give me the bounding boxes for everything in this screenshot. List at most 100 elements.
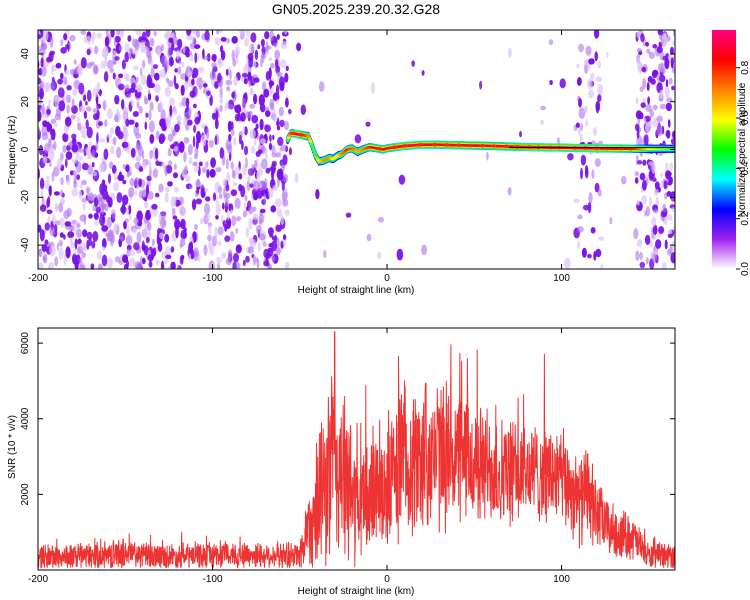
heatmap-noise-cell: [639, 86, 644, 92]
heatmap-x-tick-label: 100: [553, 273, 570, 284]
heatmap-noise-cell: [74, 238, 78, 250]
heatmap-noise-cell: [160, 217, 167, 229]
heatmap-noise-cell: [183, 137, 190, 144]
heatmap-noise-cell: [106, 257, 114, 269]
heatmap-noise-cell: [180, 73, 186, 80]
heatmap-noise-cell: [269, 98, 275, 108]
heatmap-noise-cell: [103, 71, 109, 83]
heatmap-noise-cell: [260, 38, 265, 47]
heatmap-noise-cell: [92, 231, 99, 242]
heatmap-noise-cell: [224, 197, 229, 207]
heatmap-noise-cell: [58, 202, 64, 213]
heatmap-noise-cell: [56, 158, 63, 169]
heatmap-noise-cell: [669, 246, 673, 255]
heatmap-noise-cell: [220, 37, 227, 42]
heatmap-noise-cell: [233, 104, 241, 111]
heatmap-noise-cell: [124, 218, 129, 223]
heatmap-noise-cell: [587, 78, 593, 90]
heatmap-noise-cell: [276, 247, 281, 256]
heatmap-noise-cell: [411, 60, 416, 67]
heatmap-noise-cell: [159, 232, 164, 239]
heatmap-noise-cell: [284, 30, 288, 35]
heatmap-noise-cell: [647, 96, 650, 105]
heatmap-noise-cell: [590, 227, 596, 234]
heatmap-noise-cell: [233, 252, 239, 263]
heatmap-noise-cell: [88, 237, 92, 246]
heatmap-noise-cell: [113, 39, 117, 47]
heatmap-noise-cell: [248, 218, 253, 230]
heatmap-noise-cell: [285, 97, 289, 108]
heatmap-peak-cell: [418, 143, 424, 147]
heatmap-noise-cell: [268, 56, 273, 62]
heatmap-noise-cell: [636, 31, 641, 39]
heatmap-noise-cell: [670, 57, 674, 69]
heatmap-noise-cell: [134, 161, 142, 170]
heatmap-noise-cell: [206, 169, 210, 179]
heatmap-noise-cell: [154, 147, 159, 160]
heatmap-noise-cell: [660, 172, 663, 178]
heatmap-noise-cell: [207, 234, 212, 242]
heatmap-noise-cell: [41, 65, 47, 77]
heatmap-noise-cell: [244, 37, 249, 47]
heatmap-noise-cell: [217, 226, 224, 236]
heatmap-noise-cell: [138, 178, 143, 188]
heatmap-noise-cell: [666, 171, 672, 177]
heatmap-noise-cell: [585, 119, 588, 128]
heatmap-noise-cell: [179, 48, 183, 54]
heatmap-noise-cell: [134, 190, 138, 196]
heatmap-noise-cell: [639, 251, 643, 260]
heatmap-noise-cell: [128, 187, 135, 198]
heatmap-peak-cell: [480, 143, 486, 148]
heatmap-noise-cell: [245, 227, 250, 238]
heatmap-noise-cell: [173, 75, 177, 87]
heatmap-noise-cell: [72, 170, 77, 176]
heatmap-noise-cell: [315, 189, 320, 200]
heatmap-noise-cell: [218, 30, 223, 33]
heatmap-noise-cell: [231, 129, 235, 136]
heatmap-peak-cell: [391, 145, 397, 150]
heatmap-noise-cell: [188, 105, 193, 117]
heatmap-noise-cell: [97, 250, 102, 261]
snr-series-line: [38, 331, 675, 569]
heatmap-noise-cell: [174, 83, 179, 90]
heatmap-noise-cell: [145, 236, 150, 244]
heatmap-noise-cell: [163, 32, 169, 39]
heatmap-noise-cell: [86, 231, 93, 240]
heatmap-noise-cell: [101, 225, 109, 232]
heatmap-noise-cell: [110, 145, 115, 155]
heatmap-noise-cell: [283, 120, 289, 131]
heatmap-noise-cell: [219, 193, 223, 200]
heatmap-noise-cell: [47, 215, 51, 223]
heatmap-noise-cell: [173, 108, 178, 116]
heatmap-noise-cell: [193, 103, 197, 109]
heatmap-noise-cell: [113, 181, 119, 192]
heatmap-noise-cell: [257, 180, 265, 191]
heatmap-noise-cell: [256, 258, 260, 269]
heatmap-noise-cell: [250, 145, 256, 155]
heatmap-noise-cell: [645, 41, 650, 47]
heatmap-noise-cell: [96, 106, 100, 111]
heatmap-noise-cell: [143, 227, 148, 238]
heatmap-noise-cell: [662, 203, 666, 213]
heatmap-noise-cell: [136, 231, 142, 244]
heatmap-noise-cell: [135, 30, 142, 36]
heatmap-noise-cell: [69, 68, 76, 76]
heatmap-noise-cell: [115, 256, 121, 263]
heatmap-noise-cell: [592, 127, 598, 137]
heatmap-noise-cell: [148, 82, 155, 89]
heatmap-noise-cell: [118, 45, 123, 51]
heatmap-noise-cell: [182, 45, 186, 54]
colorbar-gradient: [712, 30, 736, 269]
heatmap-noise-cell: [276, 98, 279, 105]
heatmap-noise-cell: [91, 162, 95, 168]
heatmap-noise-cell: [170, 57, 174, 66]
snr-x-axis-label: Height of straight line (km): [298, 586, 415, 597]
heatmap-noise-cell: [233, 137, 237, 146]
heatmap-noise-cell: [652, 43, 658, 49]
heatmap-noise-cell: [183, 116, 187, 127]
heatmap-noise-cell: [214, 118, 219, 130]
heatmap-noise-cell: [567, 153, 574, 161]
heatmap-noise-cell: [54, 113, 62, 121]
heatmap-noise-cell: [225, 79, 232, 86]
heatmap-noise-cell: [621, 175, 627, 185]
